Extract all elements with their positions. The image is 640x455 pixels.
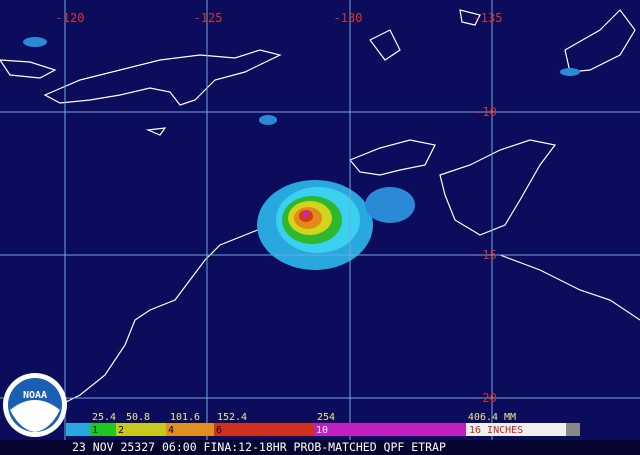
latitude-label: -10 bbox=[475, 105, 497, 119]
mm-label: 50.8 bbox=[126, 412, 150, 423]
inch-label: 1 bbox=[92, 425, 98, 436]
inch-label: 10 bbox=[316, 425, 328, 436]
longitude-label: -125 bbox=[194, 11, 223, 25]
graticule bbox=[0, 0, 640, 440]
latitude-label: -20 bbox=[475, 391, 497, 405]
coastlines bbox=[0, 9, 640, 406]
rain-field bbox=[23, 37, 580, 270]
inch-label: 4 bbox=[168, 425, 174, 436]
inch-label: 16 INCHES bbox=[469, 425, 523, 436]
logo-text: NOAA bbox=[23, 390, 47, 401]
latitude-label: -15 bbox=[475, 248, 497, 262]
mm-label: 254 bbox=[317, 412, 335, 423]
caption: 23 NOV 25327 06:00 FINA:12-18HR PROB-MAT… bbox=[72, 440, 446, 454]
mm-label: 406.4 MM bbox=[468, 412, 516, 423]
mm-label: 101.6 bbox=[170, 412, 200, 423]
mm-label: 152.4 bbox=[217, 412, 247, 423]
inch-label: 2 bbox=[118, 425, 124, 436]
longitude-label: -120 bbox=[56, 11, 85, 25]
legend: 25.4 50.8 101.6 152.4 254 406.4 MM 1 2 4… bbox=[66, 412, 580, 436]
caption-strip bbox=[0, 440, 640, 455]
inch-label: 6 bbox=[216, 425, 222, 436]
noaa-logo: NOAA bbox=[3, 373, 67, 437]
longitude-label: -135 bbox=[474, 11, 503, 25]
longitude-label: -130 bbox=[334, 11, 363, 25]
mm-label: 25.4 bbox=[92, 412, 116, 423]
